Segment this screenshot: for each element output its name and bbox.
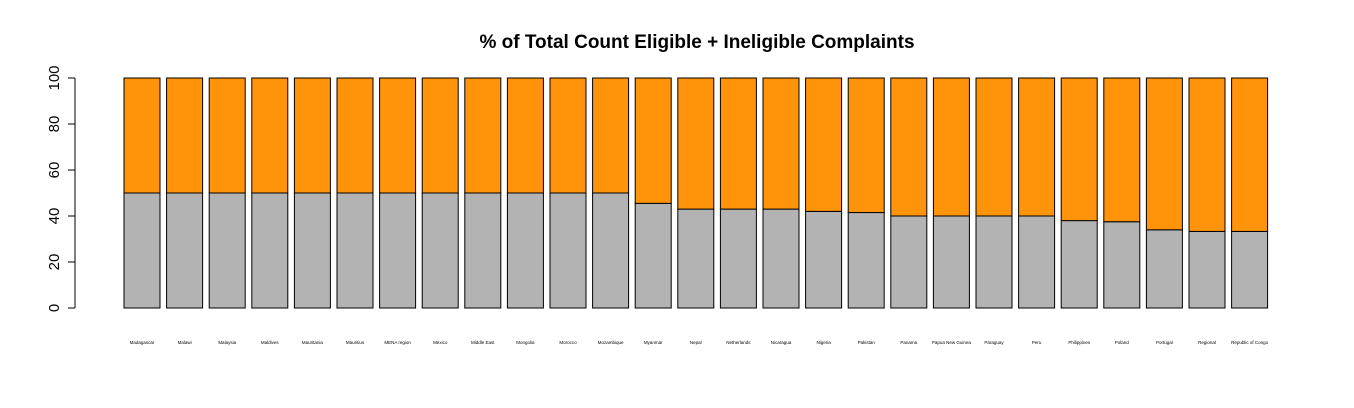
x-tick-label: Mongolia [516,340,535,345]
x-tick-label: Nigeria [816,340,831,345]
bar-segment-upper [1145,77,1183,231]
bar-segment-lower [336,192,374,309]
bar-segment-upper [336,77,374,194]
x-tick-label: Madagascar [130,340,155,345]
bar-segment-lower [932,215,970,309]
x-tick-labels: Madagascar Malawi Malaysia Maldives Mauritan… [130,340,1269,345]
bar-segment-upper [123,77,161,194]
x-tick-label: Papua New Guinea [932,340,972,345]
bar-segment-upper [975,77,1013,217]
bar-segment-lower [1188,230,1226,309]
x-tick-label: Mozambique [598,340,624,345]
x-tick-label: Myanmar [644,340,663,345]
bar-segment-lower [847,212,885,309]
x-tick-label: Morocco [559,340,577,345]
bar-segment-upper [1103,77,1141,223]
x-tick-label: Poland [1115,340,1130,345]
bar-segment-upper [719,77,757,210]
bar-segment-lower [677,208,715,309]
x-tick-label: Nepal [690,340,702,345]
bar-segment-upper [166,77,204,194]
bar-segment-upper [251,77,289,194]
x-tick-label: Peru [1032,340,1042,345]
x-tick-label: Malawi [178,340,192,345]
x-tick-label: MENA region [384,340,411,345]
bar-segment-upper [592,77,630,194]
y-tick-label: 40 [46,208,63,225]
bar-segment-upper [932,77,970,217]
x-tick-label: Regional [1198,340,1216,345]
bar-segment-lower [1145,229,1183,309]
bar-segment-lower [719,208,757,309]
bar-segment-upper [677,77,715,210]
bar-segment-lower [421,192,459,309]
x-tick-label: Portugal [1156,340,1173,345]
bar-segment-upper [847,77,885,214]
bar-segment-upper [464,77,502,194]
bar-segment-lower [251,192,289,309]
bar-segment-lower [805,210,843,309]
bar-segment-upper [421,77,459,194]
bar-segment-upper [379,77,417,194]
y-tick-label: 60 [46,162,63,179]
x-tick-label: Malaysia [218,340,236,345]
bar-segment-upper [1188,77,1226,232]
bar-segment-upper [1231,77,1269,232]
x-tick-label: Middle East [471,340,495,345]
x-tick-label: Philippines [1068,340,1091,345]
chart-title: % of Total Count Eligible + Ineligible C… [479,32,914,53]
bar-segment-lower [379,192,417,309]
bar-segment-upper [1060,77,1098,222]
bar-segment-lower [506,192,544,309]
bar-segment-lower [890,215,928,309]
bar-segment-lower [293,192,331,309]
x-tick-label: Nicaragua [771,340,792,345]
bar-segment-lower [464,192,502,309]
y-tick-label: 80 [46,116,63,133]
bar-segment-lower [549,192,587,309]
bar-segment-upper [805,77,843,212]
x-tick-label: Mauritania [302,340,324,345]
bar-segment-lower [592,192,630,309]
y-tick-label: 0 [46,304,63,312]
bar-segment-lower [123,192,161,309]
y-axis: 0 20 40 60 80 100 [46,65,76,312]
bar-segment-lower [1231,230,1269,309]
x-tick-label: Netherlands [726,340,751,345]
x-tick-label: Mauritius [346,340,365,345]
bars [123,77,1269,309]
x-tick-label: Republic of Congo [1231,340,1269,345]
bar-segment-upper [549,77,587,194]
x-tick-label: Panama [900,340,917,345]
x-tick-label: Paraguay [984,340,1004,345]
x-tick-label: Maldives [261,340,280,345]
bar-segment-upper [293,77,331,194]
bar-segment-lower [975,215,1013,309]
x-tick-label: Mexico [433,340,448,345]
bar-segment-upper [506,77,544,194]
bar-segment-upper [208,77,246,194]
y-tick-label: 100 [46,65,63,90]
bar-segment-upper [1018,77,1056,217]
y-tick-label: 20 [46,254,63,271]
bar-segment-upper [634,77,672,204]
bar-segment-lower [1018,215,1056,309]
bar-segment-lower [166,192,204,309]
bar-segment-lower [762,208,800,309]
bar-segment-lower [1103,221,1141,309]
bar-segment-lower [208,192,246,309]
bar-segment-lower [1060,220,1098,309]
bar-segment-upper [762,77,800,210]
x-tick-label: Pakistan [858,340,876,345]
bar-segment-upper [890,77,928,217]
bar-segment-lower [634,202,672,309]
